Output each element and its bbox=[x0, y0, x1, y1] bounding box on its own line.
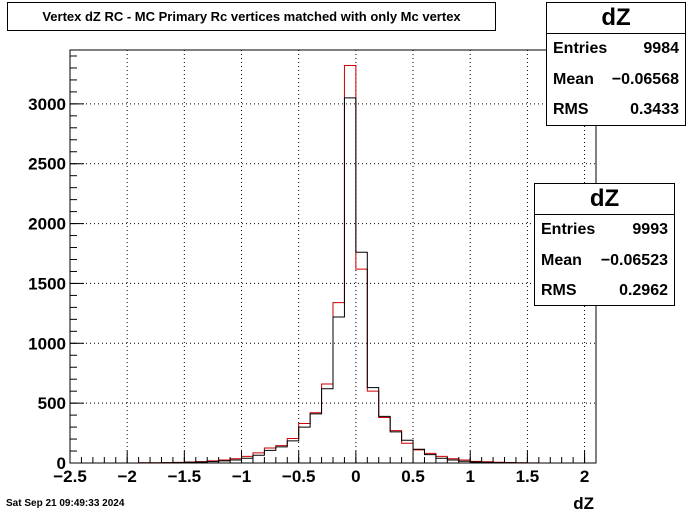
mean-label: Mean bbox=[553, 70, 594, 88]
y-tick-label: 1000 bbox=[28, 334, 66, 353]
stats-rms-row: RMS 0.3433 bbox=[547, 95, 685, 126]
stats-box-black: dZ Entries 9993 Mean −0.06523 RMS 0.2962 bbox=[534, 183, 675, 306]
x-tick-label: −1 bbox=[232, 467, 251, 486]
x-tick-label: 2 bbox=[580, 467, 589, 486]
x-tick-label: 0 bbox=[351, 467, 360, 486]
stats-title: dZ bbox=[547, 3, 685, 34]
y-tick-label: 500 bbox=[38, 394, 66, 413]
stats-rms-row: RMS 0.2962 bbox=[535, 276, 674, 307]
x-tick-label: 1.5 bbox=[516, 467, 540, 486]
stats-entries-row: Entries 9984 bbox=[547, 34, 685, 65]
histogram-series-1 bbox=[70, 97, 596, 464]
stats-mean-row: Mean −0.06523 bbox=[535, 246, 674, 277]
rms-label: RMS bbox=[553, 101, 589, 118]
mean-value: −0.06523 bbox=[600, 251, 668, 269]
x-tick-label: 0.5 bbox=[401, 467, 425, 486]
chart-title: Vertex dZ RC - MC Primary Rc vertices ma… bbox=[7, 2, 496, 31]
mean-value: −0.06568 bbox=[611, 70, 679, 88]
axis-ticks bbox=[69, 55, 597, 464]
x-tick-label: −2.5 bbox=[53, 467, 87, 486]
tick-labels: −2.5 −2 −1.5 −1 −0.5 0 0.5 1 1.5 2 0 500 1000 1500 200… bbox=[28, 95, 589, 486]
x-tick-label: −2 bbox=[117, 467, 136, 486]
entries-value: 9984 bbox=[643, 40, 679, 57]
x-tick-label: −0.5 bbox=[282, 467, 316, 486]
grid-lines bbox=[70, 50, 596, 463]
x-tick-label: −1.5 bbox=[168, 467, 202, 486]
y-tick-label: 1500 bbox=[28, 274, 66, 293]
plot-frame bbox=[69, 49, 597, 464]
histogram-series bbox=[70, 65, 596, 464]
x-tick-label: 1 bbox=[465, 467, 474, 486]
stats-box-red: dZ Entries 9984 Mean −0.06568 RMS 0.3433 bbox=[546, 2, 686, 126]
x-axis-title: dZ bbox=[573, 494, 594, 513]
y-tick-label: 3000 bbox=[28, 95, 66, 114]
entries-value: 9993 bbox=[632, 221, 668, 238]
entries-label: Entries bbox=[553, 40, 608, 57]
stats-entries-row: Entries 9993 bbox=[535, 215, 674, 246]
entries-label: Entries bbox=[541, 221, 596, 238]
y-tick-label: 2000 bbox=[28, 215, 66, 234]
stats-mean-row: Mean −0.06568 bbox=[547, 65, 685, 96]
rms-label: RMS bbox=[541, 282, 577, 299]
histogram-series-0 bbox=[70, 65, 596, 464]
y-tick-label: 0 bbox=[57, 454, 66, 473]
rms-value: 0.2962 bbox=[619, 282, 668, 299]
stats-title: dZ bbox=[535, 184, 674, 215]
y-tick-label: 2500 bbox=[28, 155, 66, 174]
rms-value: 0.3433 bbox=[630, 101, 679, 118]
mean-label: Mean bbox=[541, 251, 582, 269]
timestamp-footer: Sat Sep 21 09:49:33 2024 bbox=[6, 498, 125, 509]
